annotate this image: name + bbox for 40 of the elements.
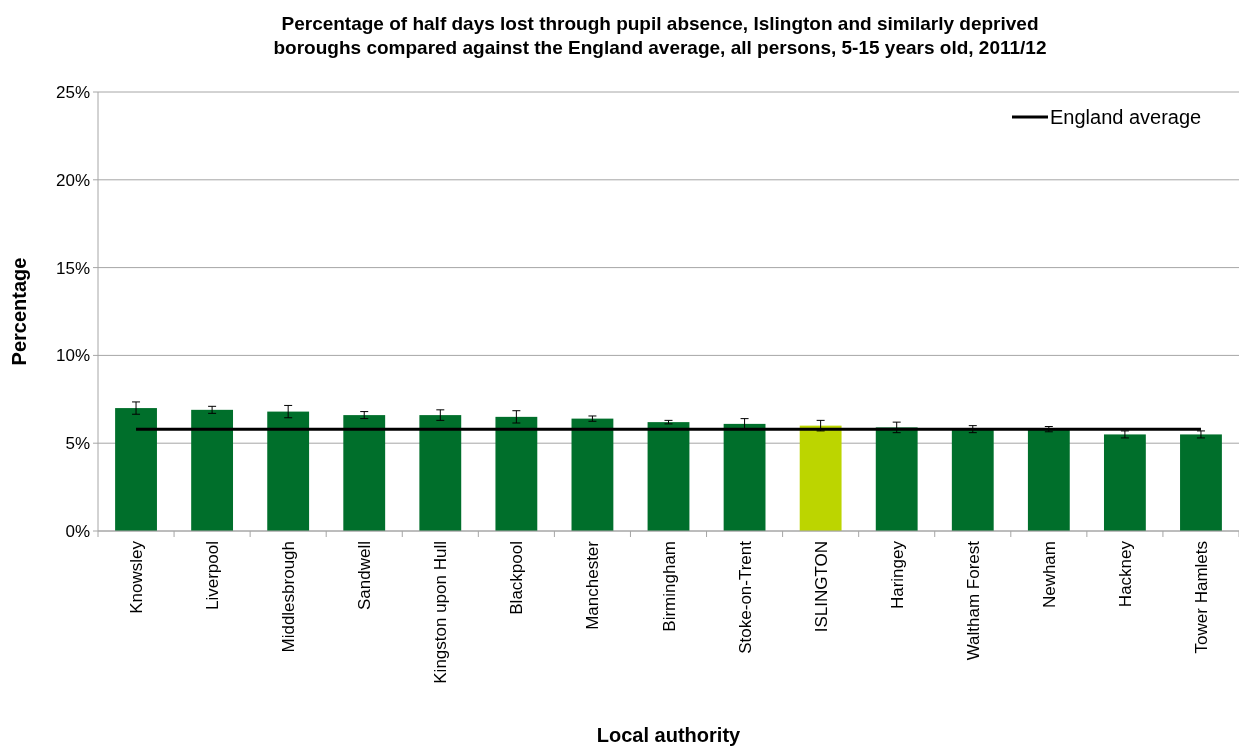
x-tick-label: Kingston upon Hull — [431, 541, 451, 684]
x-tick-label: Sandwell — [355, 541, 375, 610]
x-tick-label: Liverpool — [203, 541, 223, 610]
x-tick-label: Middlesbrough — [279, 541, 299, 653]
bar — [875, 427, 918, 531]
chart-title: Percentage of half days lost through pupil absence, Islington and similarly deprived boroughs compared against the England average, all persons, 5-15 years old, 2011/12 — [273, 13, 1047, 58]
bar — [1180, 434, 1222, 531]
bar — [723, 423, 766, 531]
y-tick-label: 10% — [55, 346, 90, 366]
bar — [267, 411, 310, 531]
y-tick-label: 25% — [55, 82, 90, 102]
bar — [951, 429, 994, 531]
x-tick-label: Hackney — [1115, 540, 1135, 608]
x-tick-label: Tower Hamlets — [1191, 541, 1211, 654]
bar — [1103, 434, 1146, 531]
bar — [1027, 429, 1070, 531]
y-tick-label: 20% — [55, 170, 90, 190]
bar — [571, 418, 614, 531]
x-tick-label: Haringey — [887, 540, 907, 610]
x-tick-label: Birmingham — [659, 541, 679, 632]
y-tick-label: 5% — [65, 434, 90, 454]
x-tick-label: ISLINGTON — [811, 541, 831, 633]
x-tick-label: Waltham Forest — [963, 540, 983, 661]
y-tick-label: 0% — [65, 521, 90, 541]
x-tick-label: Stoke-on-Trent — [735, 540, 755, 654]
x-tick-label: Blackpool — [507, 541, 527, 615]
bar — [343, 415, 386, 531]
x-axis-title: Local authority — [596, 724, 742, 746]
bar — [419, 415, 462, 531]
bar — [191, 409, 234, 531]
x-tick-label: Manchester — [583, 540, 603, 630]
bar — [799, 425, 842, 531]
bar — [495, 416, 538, 531]
x-tick-label: Newham — [1039, 541, 1059, 609]
legend-label: England average — [1050, 106, 1202, 128]
y-axis-title: Percentage — [8, 257, 30, 366]
bar — [115, 408, 157, 531]
bar — [647, 422, 690, 531]
y-tick-label: 15% — [55, 258, 90, 278]
x-tick-label: Knowsley — [127, 540, 147, 614]
